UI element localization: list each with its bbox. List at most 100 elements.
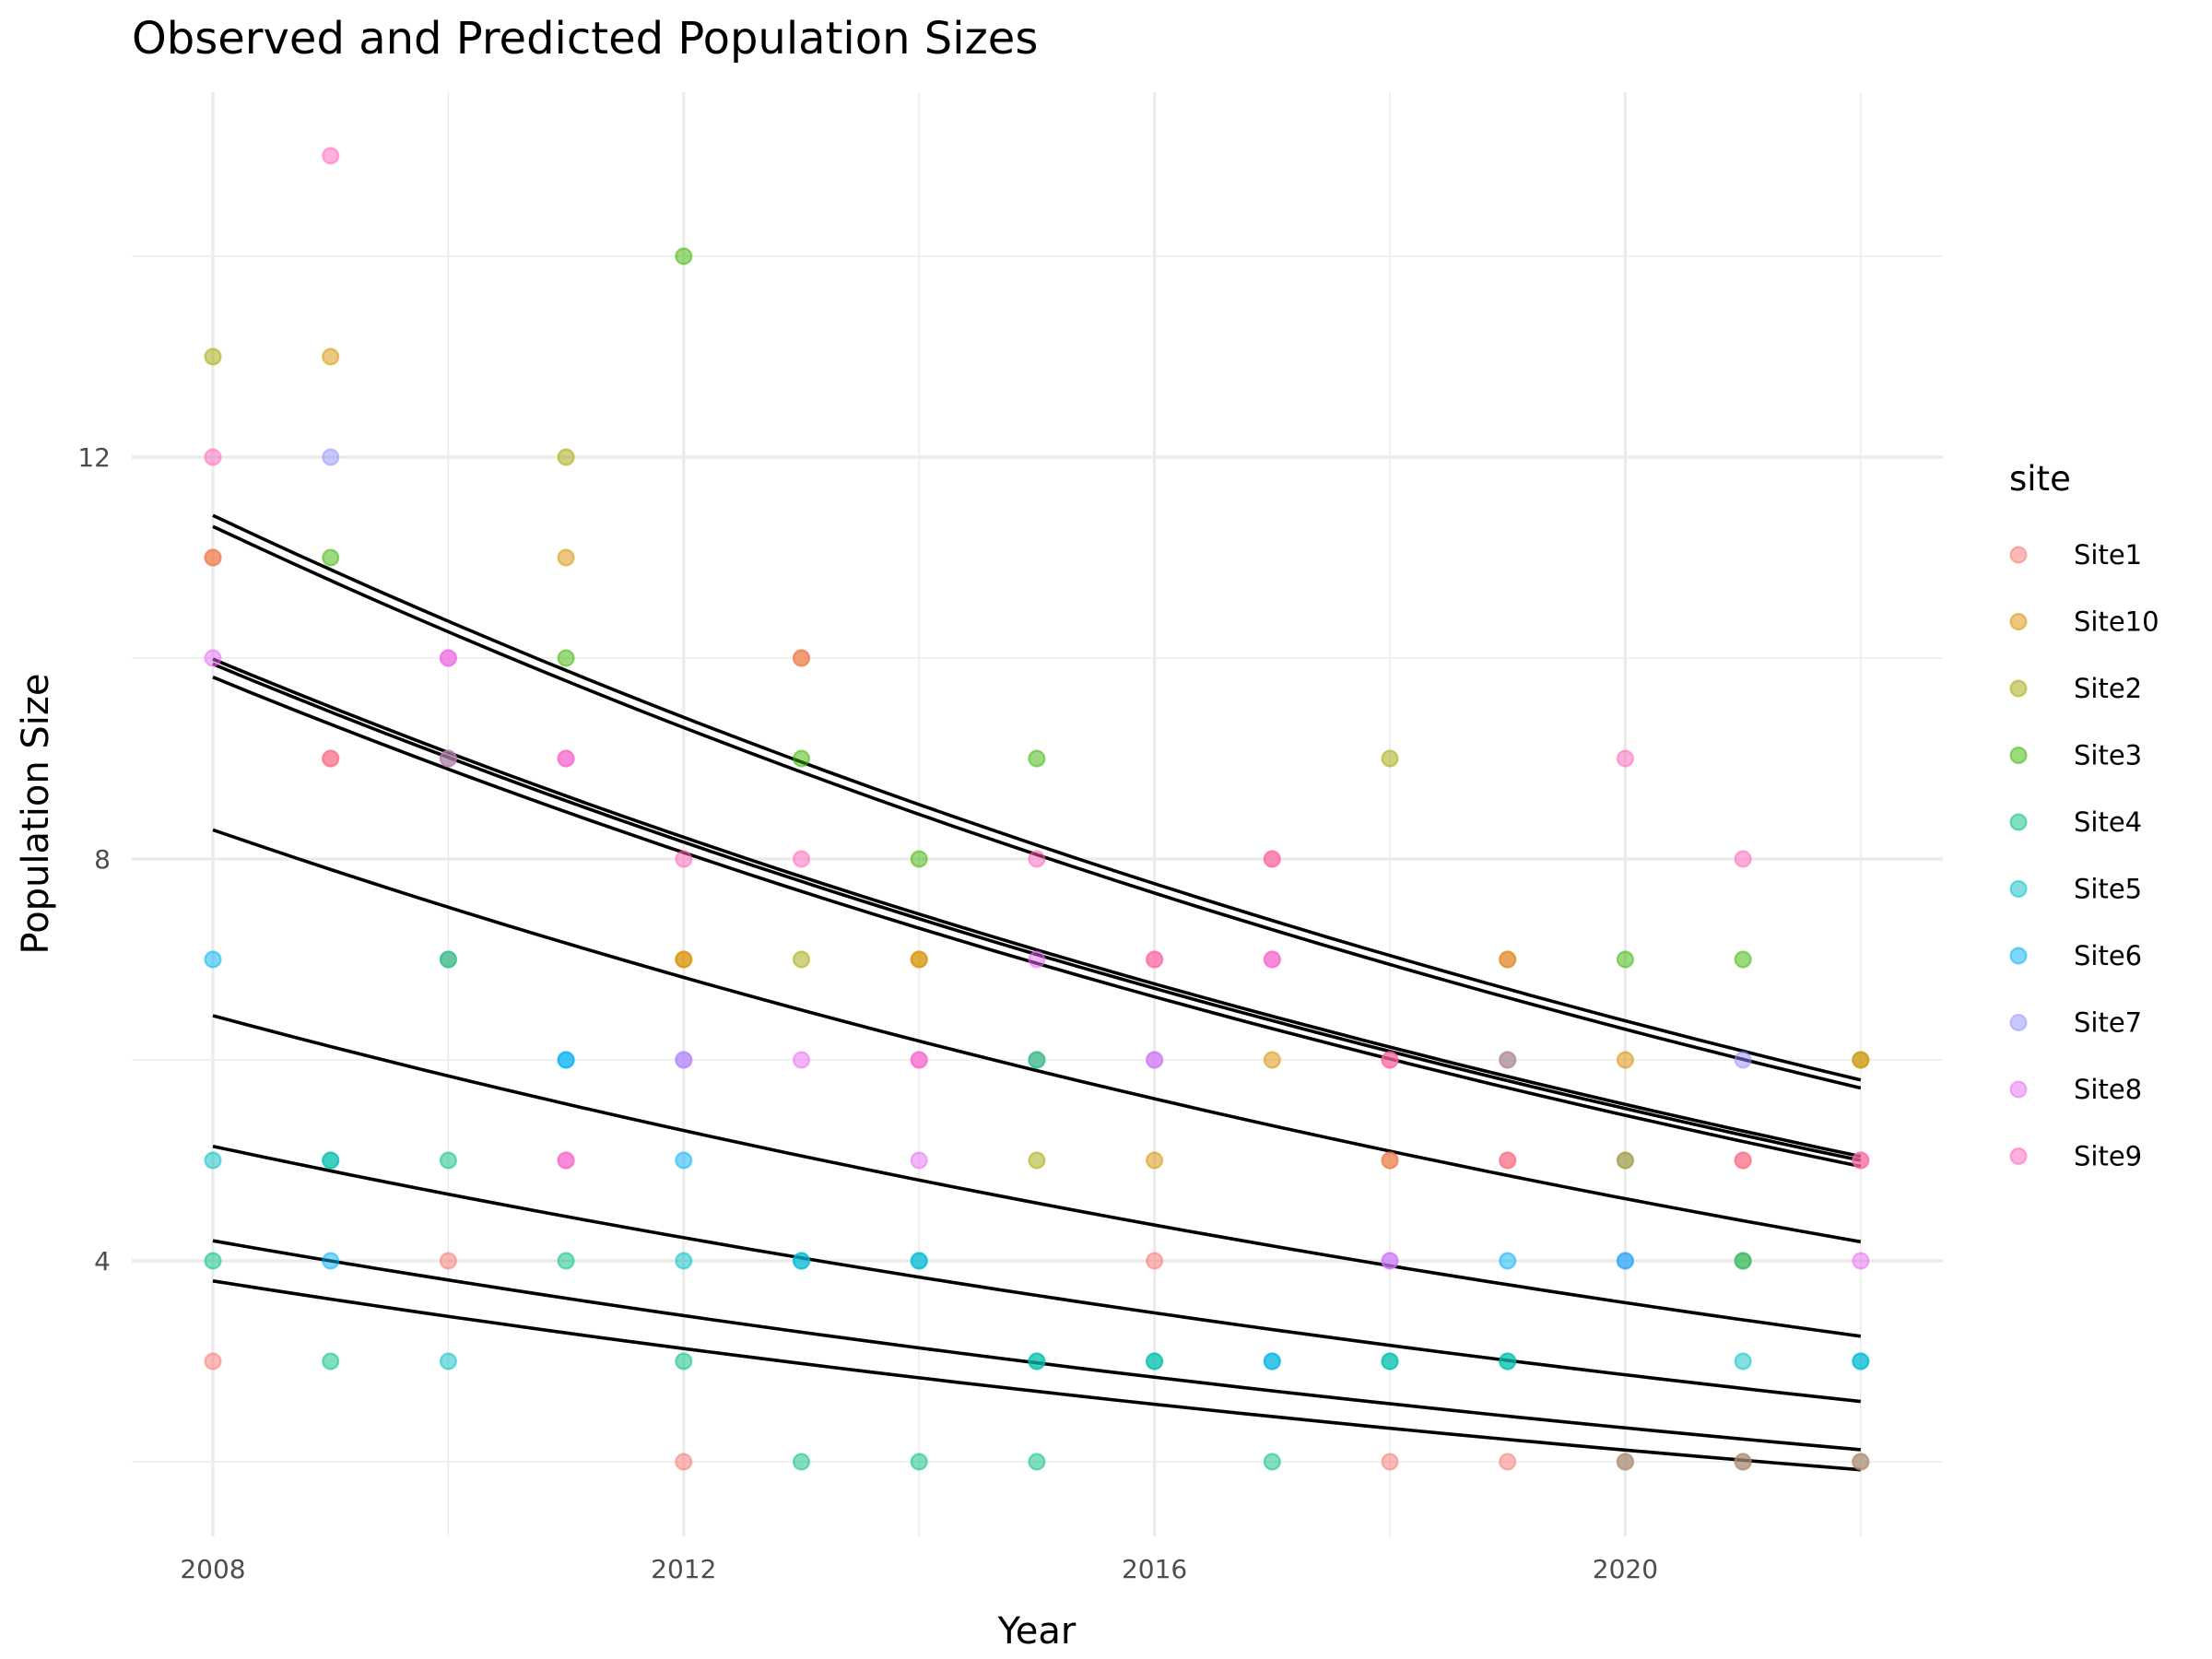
observed-point: [322, 147, 340, 165]
observed-point: [322, 1252, 340, 1270]
observed-point: [1499, 1051, 1517, 1069]
observed-point: [204, 1151, 222, 1170]
observed-point: [1145, 1151, 1164, 1170]
legend-label: Site7: [2074, 1007, 2142, 1039]
observed-point: [1381, 1151, 1399, 1170]
observed-point: [1499, 1252, 1517, 1270]
chart-title: Observed and Predicted Population Sizes: [132, 13, 1038, 65]
legend-item: Site6: [2009, 940, 2142, 971]
legend-item: Site3: [2009, 740, 2142, 771]
observed-point: [1263, 1051, 1281, 1069]
observed-point: [1499, 950, 1517, 969]
observed-point: [322, 448, 340, 466]
observed-point: [910, 1252, 928, 1270]
legend-label: Site9: [2074, 1141, 2142, 1172]
observed-point: [557, 1051, 575, 1069]
legend-item: Site7: [2009, 1007, 2142, 1039]
observed-point: [557, 649, 575, 667]
legend-key-icon: [2009, 612, 2028, 631]
observed-point: [204, 950, 222, 969]
observed-point: [1381, 1352, 1399, 1371]
legend-label: Site3: [2074, 740, 2142, 771]
observed-point: [675, 1252, 693, 1270]
observed-point: [675, 1352, 693, 1371]
legend-item: Site4: [2009, 806, 2142, 838]
x-axis-title: Year: [997, 1610, 1077, 1653]
x-tick-label: 2016: [1122, 1554, 1187, 1584]
observed-point: [1145, 1352, 1164, 1371]
observed-point: [1381, 1453, 1399, 1471]
observed-point: [1499, 1151, 1517, 1170]
observed-point: [1145, 1252, 1164, 1270]
observed-point: [204, 649, 222, 667]
observed-point: [675, 1151, 693, 1170]
observed-point: [204, 1352, 222, 1371]
observed-point: [439, 950, 457, 969]
observed-points: [204, 147, 1870, 1471]
observed-point: [675, 1453, 693, 1471]
predicted-line: [212, 513, 1862, 1082]
observed-point: [1734, 1151, 1752, 1170]
legend-key-icon: [2009, 813, 2028, 831]
observed-point: [792, 649, 811, 667]
legend-key-icon: [2009, 1013, 2028, 1032]
observed-point: [910, 1151, 928, 1170]
observed-point: [1028, 950, 1046, 969]
observed-point: [792, 1252, 811, 1270]
legend-key-icon: [2009, 546, 2028, 564]
predicted-line: [212, 1144, 1861, 1404]
predicted-line: [212, 1279, 1861, 1472]
observed-point: [322, 749, 340, 768]
observed-point: [910, 950, 928, 969]
grid: [132, 92, 1943, 1536]
observed-point: [1263, 1352, 1281, 1371]
observed-point: [1381, 1051, 1399, 1069]
x-tick-label: 2012: [651, 1554, 716, 1584]
legend-label: Site4: [2074, 806, 2142, 838]
observed-point: [204, 448, 222, 466]
observed-point: [1028, 1051, 1046, 1069]
observed-point: [1145, 950, 1164, 969]
predicted-line: [212, 828, 1862, 1244]
observed-point: [204, 347, 222, 366]
observed-point: [792, 749, 811, 768]
observed-point: [322, 548, 340, 567]
observed-point: [1852, 1051, 1870, 1069]
observed-point: [1616, 1151, 1635, 1170]
legend-key-icon: [2009, 1147, 2028, 1166]
observed-point: [439, 749, 457, 768]
observed-point: [910, 850, 928, 868]
legend-key-icon: [2009, 679, 2028, 698]
observed-point: [1734, 950, 1752, 969]
observed-point: [792, 950, 811, 969]
observed-point: [1145, 1051, 1164, 1069]
observed-point: [1028, 1352, 1046, 1371]
x-tick-label: 2008: [180, 1554, 245, 1584]
observed-point: [1028, 850, 1046, 868]
observed-point: [1734, 1453, 1752, 1471]
observed-point: [1263, 1453, 1281, 1471]
observed-point: [1616, 749, 1635, 768]
observed-point: [1734, 1051, 1752, 1069]
legend: site Site1 Site10 Site2 Site3 Site4 Site5 Site…: [2009, 459, 2159, 1172]
y-axis-title: Population Size: [15, 674, 57, 955]
observed-point: [1852, 1352, 1870, 1371]
observed-point: [1263, 950, 1281, 969]
observed-point: [1381, 749, 1399, 768]
observed-point: [322, 347, 340, 366]
legend-item: Site5: [2009, 874, 2142, 905]
observed-point: [1616, 1453, 1635, 1471]
observed-point: [1263, 850, 1281, 868]
y-tick-label: 4: [94, 1246, 111, 1277]
legend-item: Site8: [2009, 1074, 2142, 1105]
observed-point: [1734, 1252, 1752, 1270]
legend-key-icon: [2009, 879, 2028, 899]
observed-point: [1028, 1453, 1046, 1471]
legend-label: Site6: [2074, 940, 2142, 971]
legend-label: Site2: [2074, 673, 2142, 704]
observed-point: [1616, 1252, 1635, 1270]
observed-point: [1499, 1453, 1517, 1471]
observed-point: [322, 1151, 340, 1170]
